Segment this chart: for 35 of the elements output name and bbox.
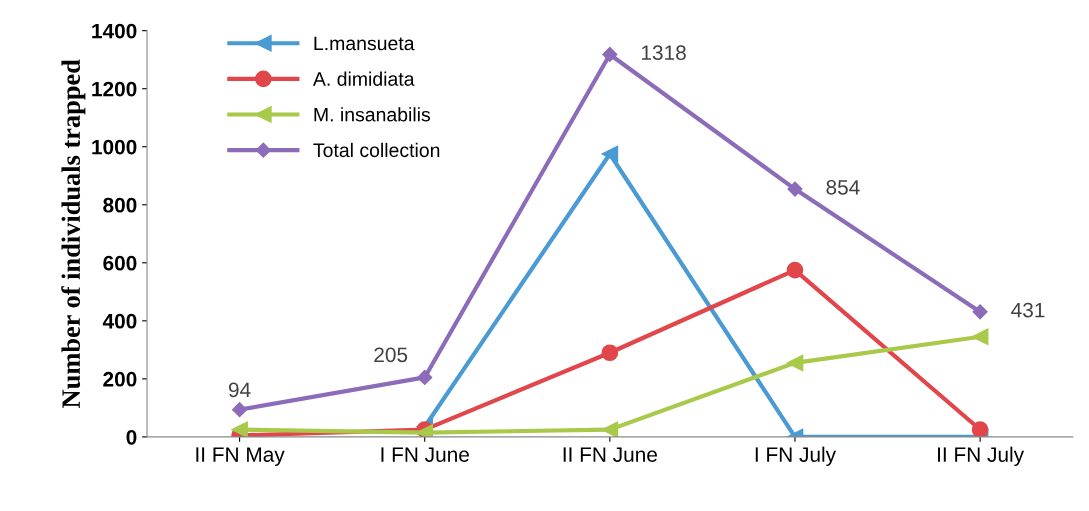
point	[971, 421, 989, 437]
legend-label: A. dimidiata	[312, 71, 415, 86]
x-tick-label: II FN May	[196, 447, 285, 467]
point	[971, 328, 989, 346]
data-label: 1318	[641, 45, 686, 61]
y-tick-label: 600	[103, 255, 137, 271]
point	[601, 344, 619, 362]
y-tick-label: 1200	[92, 81, 137, 97]
y-tick-label: 400	[102, 313, 137, 329]
data-label: 205	[374, 347, 408, 363]
point	[786, 261, 804, 279]
y-tick-label: 1000	[92, 139, 137, 155]
point	[232, 402, 248, 418]
point	[417, 369, 433, 385]
point	[231, 421, 248, 437]
y-tick-label: 1400	[92, 23, 137, 39]
legend-label: L.mansueta	[314, 36, 415, 51]
legend-label: M. insanabilis	[314, 107, 431, 122]
data-label: 854	[826, 179, 860, 195]
y-tick-label: 800	[103, 197, 137, 213]
data-label: 94	[228, 382, 251, 398]
x-tick-label: II FN June	[563, 447, 657, 462]
point	[972, 304, 988, 320]
y-tick-label: 0	[126, 429, 137, 445]
y-tick-label: 200	[103, 371, 137, 387]
point	[602, 46, 618, 63]
point	[601, 145, 619, 163]
y-axis-title: Number of individuals trapped	[61, 59, 86, 408]
point	[787, 181, 803, 197]
x-tick-label: I FN June	[381, 447, 469, 462]
x-tick-label: II FN July	[938, 446, 1025, 467]
point	[786, 354, 804, 372]
data-label: 431	[1011, 302, 1045, 318]
x-tick-label: I FN July	[755, 446, 837, 467]
legend-label: Total collection	[313, 142, 440, 158]
